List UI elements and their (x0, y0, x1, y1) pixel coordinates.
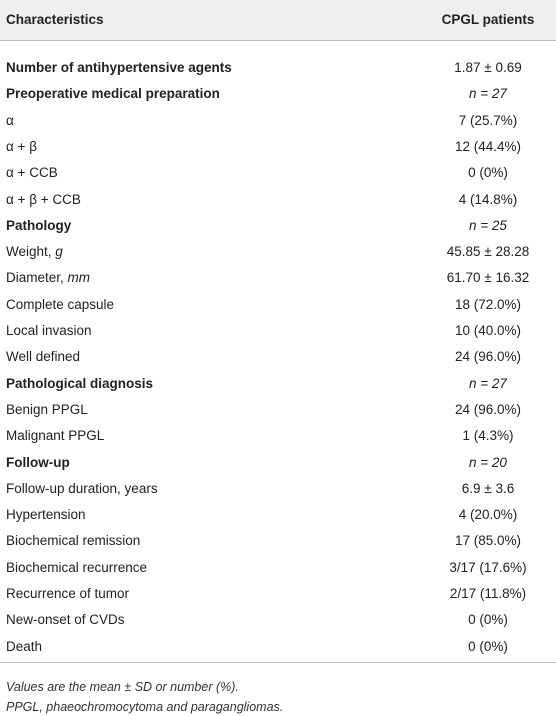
footnote: PPGL, phaeochromocytoma and paragangliom… (6, 700, 284, 714)
row-value: 0 (0%) (468, 638, 508, 654)
row-value: 10 (40.0%) (454, 323, 522, 338)
row-label: Pathological diagnosis (6, 374, 153, 394)
row-value: n = 27 (469, 86, 507, 102)
label-text: α + β (6, 138, 37, 154)
row-label: Biochemical recurrence (6, 558, 147, 578)
label-unit: g (55, 244, 63, 260)
row-label: Number of antihypertensive agents (6, 58, 232, 78)
label-unit: mm (67, 270, 91, 286)
row-value: 18 (72.0%) (454, 296, 522, 312)
label-text: Pathological diagnosis (6, 375, 154, 391)
label-text: Hypertension (6, 507, 86, 523)
label-text: Number of antihypertensive agents (6, 60, 232, 75)
row-value: 3/17 (17.6%) (449, 559, 527, 575)
label-text: Complete capsule (6, 296, 115, 312)
row-label: Pathology (6, 216, 71, 236)
row-label: α (6, 111, 14, 131)
label-text: Follow-up (6, 454, 70, 470)
row-label: α + β + CCB (6, 190, 81, 210)
row-label: Malignant PPGL (6, 426, 104, 446)
row-label: New-onset of CVDs (6, 610, 125, 630)
footnote: Values are the mean ± SD or number (%). (6, 680, 239, 694)
row-label: α + CCB (6, 163, 58, 183)
label-text: Preoperative medical preparation (6, 86, 220, 102)
label-text: α (6, 112, 14, 128)
row-label: Follow-up duration, years (6, 479, 158, 499)
row-label: Weight, g (6, 242, 63, 262)
row-value: 17 (85.0%) (454, 533, 522, 549)
row-label: Preoperative medical preparation (6, 84, 220, 104)
row-label: Complete capsule (6, 295, 114, 315)
label-text: Biochemical recurrence (6, 559, 148, 575)
label-text: Well defined (6, 349, 81, 365)
row-value: 1.87 ± 0.69 (454, 60, 522, 75)
row-value: 0 (0%) (468, 165, 508, 181)
label-text: Biochemical remission (6, 533, 141, 549)
label-text: Diameter, (6, 270, 68, 286)
table-rule (0, 662, 556, 663)
row-value: 6.9 ± 3.6 (461, 480, 515, 496)
row-label: Follow-up (6, 453, 70, 473)
row-label: Hypertension (6, 505, 86, 525)
row-value: 24 (96.0%) (454, 401, 522, 417)
row-value: 1 (4.3%) (462, 428, 514, 444)
label-text: α + CCB (6, 165, 58, 181)
label-text: Follow-up duration, years (6, 480, 158, 496)
row-value: 7 (25.7%) (458, 112, 518, 128)
row-label: Well defined (6, 347, 80, 367)
label-text: Pathology (6, 217, 72, 233)
row-label: Death (6, 637, 42, 657)
label-text: New-onset of CVDs (6, 612, 125, 628)
row-label: Recurrence of tumor (6, 584, 129, 604)
row-value: 24 (96.0%) (454, 349, 522, 365)
row-value: 12 (44.4%) (454, 138, 522, 154)
row-value: 4 (20.0%) (458, 507, 518, 523)
row-value: 2/17 (11.8%) (449, 586, 527, 601)
row-value: 0 (0%) (468, 612, 508, 628)
row-value: 45.85 ± 28.28 (446, 244, 530, 260)
header-cell: Characteristics (6, 12, 104, 27)
label-text: Death (6, 638, 43, 654)
row-value: n = 20 (469, 454, 507, 470)
row-label: Biochemical remission (6, 531, 140, 551)
row-value: n = 27 (469, 375, 507, 391)
row-value: 4 (14.8%) (458, 191, 518, 207)
row-label: Local invasion (6, 321, 92, 341)
label-text: Recurrence of tumor (6, 586, 130, 601)
label-text: Weight, (6, 244, 56, 260)
row-value: 61.70 ± 16.32 (446, 270, 530, 286)
header-background (0, 0, 556, 41)
row-value: n = 25 (469, 217, 507, 233)
label-text: Benign PPGL (6, 401, 88, 417)
label-text: Malignant PPGL (6, 428, 105, 444)
label-text: α + β + CCB (6, 191, 81, 207)
header-cell: CPGL patients (441, 12, 535, 27)
label-text: Local invasion (6, 323, 92, 338)
row-label: α + β (6, 137, 37, 157)
row-label: Diameter, mm (6, 268, 90, 288)
row-label: Benign PPGL (6, 400, 88, 420)
